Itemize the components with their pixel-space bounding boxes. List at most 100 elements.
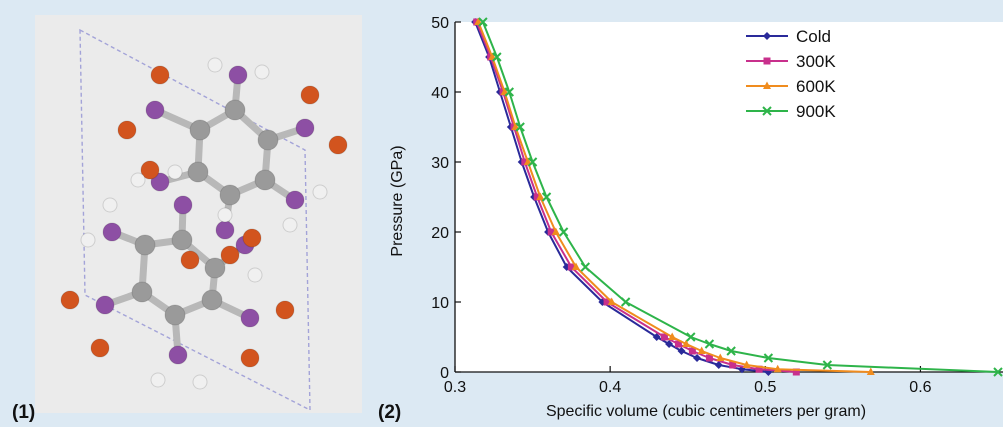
data-point [866, 367, 875, 375]
series-900k [478, 17, 1003, 377]
carbon-atom [254, 169, 276, 191]
data-point [792, 368, 800, 376]
nitrogen-atom [168, 345, 188, 365]
carbon-atom [189, 119, 211, 141]
data-point [500, 87, 509, 95]
oxygen-atom [117, 120, 137, 140]
data-point [603, 298, 611, 306]
data-point [682, 339, 691, 347]
legend-marker [763, 81, 771, 89]
nitrogen-atom [150, 172, 170, 192]
oxygen-atom [90, 338, 110, 358]
data-point [763, 353, 774, 363]
legend-label: Cold [796, 27, 831, 46]
data-point [686, 332, 696, 342]
data-point [688, 347, 696, 355]
data-point [567, 263, 575, 271]
data-point [726, 346, 736, 356]
carbon-atom [131, 281, 153, 303]
panel-label-left: (1) [12, 402, 35, 423]
data-point [580, 262, 591, 272]
x-tick-label: 0.3 [444, 379, 466, 396]
chart-axes: 0 10 20 30 40 50 0.3 0.4 0.5 0.6 [431, 15, 1003, 396]
data-point [729, 361, 737, 369]
carbon-atom [164, 304, 186, 326]
data-point [536, 192, 545, 200]
data-point [478, 17, 488, 27]
carbon-atom [204, 257, 226, 279]
legend-marker [763, 32, 771, 40]
data-point [716, 353, 725, 361]
data-point [558, 227, 569, 237]
hydrogen-atom [312, 184, 328, 200]
chart-legend: Cold 300K 600K 900K [746, 27, 836, 121]
data-point [492, 52, 502, 62]
data-point [572, 262, 581, 270]
y-tick-label: 40 [431, 85, 449, 102]
molecule-background [35, 15, 362, 413]
hydrogen-atom [247, 267, 263, 283]
data-point [668, 332, 677, 340]
data-point [521, 158, 529, 166]
data-point [693, 354, 702, 362]
hydrogen-atom [167, 164, 183, 180]
oxygen-atom [60, 290, 80, 310]
hydrogen-atom [217, 207, 233, 223]
series-600k [474, 17, 875, 375]
nitrogen-atom [173, 195, 193, 215]
legend-item-cold: Cold [746, 27, 831, 46]
series-line-600k [477, 21, 871, 373]
data-point [527, 157, 538, 167]
data-point [474, 17, 483, 25]
nitrogen-atom [285, 190, 305, 210]
data-point [674, 340, 682, 348]
data-point [665, 340, 674, 348]
data-point [755, 365, 763, 373]
data-point [705, 354, 713, 362]
carbon-atom [187, 161, 209, 183]
oxygen-atom [275, 300, 295, 320]
legend-item-300k: 300K [746, 52, 836, 71]
oxygen-atom [140, 160, 160, 180]
data-point [652, 333, 661, 341]
carbon-atom [257, 129, 279, 151]
oxygen-atom [328, 135, 348, 155]
data-point [773, 364, 782, 373]
data-point [677, 347, 686, 355]
molecule-atoms [60, 57, 348, 390]
y-tick-label: 30 [431, 155, 449, 172]
y-axis-label: Pressure (GPa) [389, 145, 406, 256]
data-point [547, 228, 555, 236]
legend-item-600k: 600K [746, 77, 836, 96]
oxygen-atom [150, 65, 170, 85]
data-point [620, 297, 631, 307]
data-point [704, 339, 715, 349]
data-point [697, 346, 706, 354]
hydrogen-atom [282, 217, 298, 233]
nitrogen-atom [95, 295, 115, 315]
carbon-atom [201, 289, 223, 311]
nitrogen-atom [102, 222, 122, 242]
data-point [742, 360, 751, 368]
data-point [504, 87, 515, 97]
x-tick-label: 0.4 [599, 379, 621, 396]
panel-label-right: (2) [378, 402, 401, 423]
oxygen-atom [220, 245, 240, 265]
carbon-atom [224, 99, 246, 121]
legend-marker [762, 106, 772, 116]
data-point [993, 367, 1003, 377]
oxygen-atom [240, 348, 260, 368]
data-point [488, 52, 497, 60]
legend-label: 300K [796, 52, 836, 71]
carbon-atom [171, 229, 193, 251]
hydrogen-atom [80, 232, 96, 248]
data-point [714, 361, 723, 369]
hydrogen-atom [192, 374, 208, 390]
carbon-atom [134, 234, 156, 256]
nitrogen-atom [295, 118, 315, 138]
data-point [523, 157, 532, 165]
data-point [660, 333, 668, 341]
data-point [822, 360, 833, 370]
oxygen-atom [180, 250, 200, 270]
